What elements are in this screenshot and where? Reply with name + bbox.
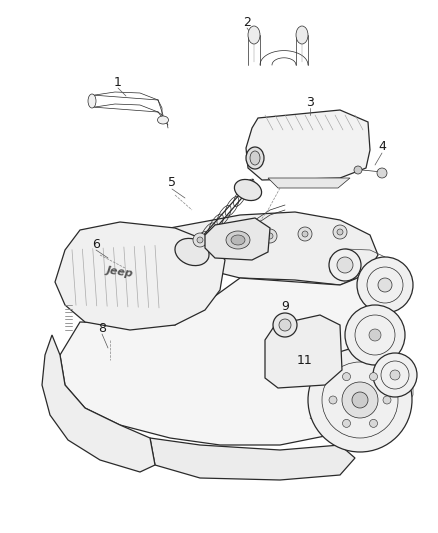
Polygon shape <box>55 222 225 330</box>
Ellipse shape <box>246 147 264 169</box>
Circle shape <box>370 373 378 381</box>
Text: 6: 6 <box>92 238 100 251</box>
Circle shape <box>279 319 291 331</box>
Ellipse shape <box>158 116 169 124</box>
Circle shape <box>298 227 312 241</box>
Polygon shape <box>170 212 378 285</box>
Circle shape <box>383 396 391 404</box>
Circle shape <box>329 396 337 404</box>
Circle shape <box>342 382 378 418</box>
Ellipse shape <box>250 151 260 165</box>
Text: 3: 3 <box>306 95 314 109</box>
Text: 4: 4 <box>378 141 386 154</box>
Circle shape <box>267 233 273 239</box>
Polygon shape <box>265 315 342 388</box>
Ellipse shape <box>248 26 260 44</box>
Circle shape <box>263 229 277 243</box>
Ellipse shape <box>234 180 261 200</box>
Circle shape <box>378 278 392 292</box>
Text: 9: 9 <box>281 301 289 313</box>
Circle shape <box>390 370 400 380</box>
Polygon shape <box>42 335 155 472</box>
Circle shape <box>232 235 238 241</box>
Circle shape <box>343 373 350 381</box>
Circle shape <box>357 257 413 313</box>
Ellipse shape <box>231 235 245 245</box>
Text: 5: 5 <box>168 176 176 190</box>
Circle shape <box>308 348 412 452</box>
Circle shape <box>197 237 203 243</box>
Polygon shape <box>268 178 350 188</box>
Ellipse shape <box>389 270 411 300</box>
Polygon shape <box>205 218 270 260</box>
Circle shape <box>337 229 343 235</box>
Circle shape <box>373 353 417 397</box>
Circle shape <box>352 392 368 408</box>
Circle shape <box>343 419 350 427</box>
Polygon shape <box>246 110 370 180</box>
Circle shape <box>333 225 347 239</box>
Ellipse shape <box>88 94 96 108</box>
Circle shape <box>302 231 308 237</box>
Circle shape <box>377 168 387 178</box>
Circle shape <box>369 329 381 341</box>
Circle shape <box>345 305 405 365</box>
Ellipse shape <box>296 26 308 44</box>
Circle shape <box>193 233 207 247</box>
Circle shape <box>273 313 297 337</box>
Circle shape <box>329 249 361 281</box>
Ellipse shape <box>175 238 209 265</box>
Ellipse shape <box>226 231 250 249</box>
Circle shape <box>370 419 378 427</box>
Text: 2: 2 <box>243 15 251 28</box>
Text: 1: 1 <box>114 76 122 88</box>
Circle shape <box>354 166 362 174</box>
Text: 8: 8 <box>98 321 106 335</box>
Text: Jeep: Jeep <box>106 265 134 279</box>
Circle shape <box>228 231 242 245</box>
Polygon shape <box>150 438 355 480</box>
Text: 11: 11 <box>297 353 313 367</box>
Circle shape <box>337 257 353 273</box>
Polygon shape <box>60 275 390 445</box>
